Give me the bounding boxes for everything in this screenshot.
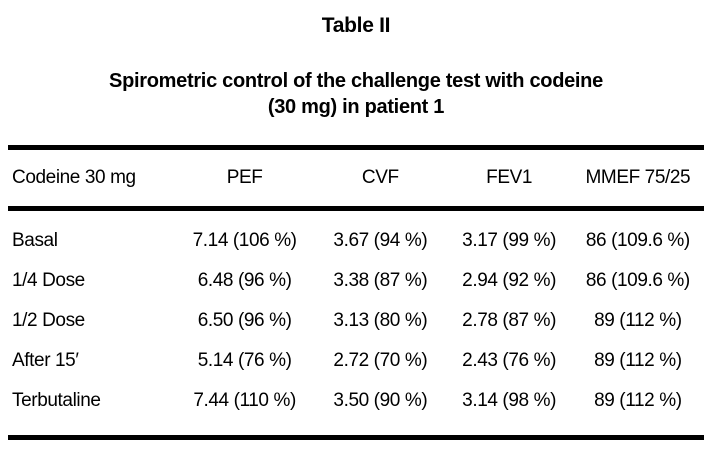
table-row-quarter-dose: 1/4 Dose 6.48 (96 %) 3.38 (87 %) 2.94 (9… [8, 261, 704, 301]
value-cell-mmef: 89 (112 %) [594, 309, 682, 331]
table-caption: Spirometric control of the challenge tes… [0, 68, 712, 121]
value-cell-cvf: 3.50 (90 %) [333, 389, 428, 411]
row-label-cell: After 15′ [12, 349, 79, 371]
value-cell-pef: 6.50 (96 %) [197, 309, 292, 331]
value-cell-fev1: 2.94 (92 %) [462, 269, 556, 291]
value-cell-cvf: 3.13 (80 %) [333, 309, 428, 331]
value-cell-fev1: 3.14 (98 %) [462, 389, 556, 411]
value-cell-fev1: 2.78 (87 %) [462, 309, 556, 331]
column-header-cvf: CVF [314, 147, 447, 211]
value-cell-mmef: 86 (109.6 %) [585, 229, 690, 251]
row-label-cell: 1/4 Dose [12, 269, 85, 291]
table-row-half-dose: 1/2 Dose 6.50 (96 %) 3.13 (80 %) 2.78 (8… [8, 301, 704, 341]
value-cell-fev1: 2.43 (76 %) [462, 349, 556, 371]
value-cell-fev1: 3.17 (99 %) [462, 229, 556, 251]
table-row-terbutaline: Terbutaline 7.44 (110 %) 3.50 (90 %) 3.1… [8, 381, 704, 438]
row-label-cell: 1/2 Dose [12, 309, 85, 331]
value-cell-pef: 5.14 (76 %) [197, 349, 292, 371]
column-header-fev1: FEV1 [446, 147, 572, 211]
row-label-cell: Basal [12, 229, 58, 251]
value-cell-mmef: 89 (112 %) [594, 349, 682, 371]
spirometry-table: Codeine 30 mg PEF CVF FEV1 MMEF 75/25 Ba… [8, 144, 704, 440]
value-cell-mmef: 89 (112 %) [594, 389, 682, 411]
row-label-cell: Terbutaline [12, 389, 101, 411]
column-header-codeine: Codeine 30 mg [8, 147, 176, 211]
table-row-basal: Basal 7.14 (106 %) 3.67 (94 %) 3.17 (99 … [8, 208, 704, 261]
value-cell-pef: 7.44 (110 %) [193, 389, 296, 411]
value-cell-pef: 6.48 (96 %) [197, 269, 292, 291]
table-number-title: Table II [321, 14, 391, 37]
table-header-row: Codeine 30 mg PEF CVF FEV1 MMEF 75/25 [8, 147, 704, 211]
table-row-after-15: After 15′ 5.14 (76 %) 2.72 (70 %) 2.43 (… [8, 341, 704, 381]
column-header-mmef: MMEF 75/25 [571, 147, 704, 211]
value-cell-cvf: 3.38 (87 %) [333, 269, 428, 291]
value-cell-cvf: 3.67 (94 %) [333, 229, 428, 251]
column-header-pef: PEF [175, 147, 315, 211]
table-caption-line-1: Spirometric control of the challenge tes… [109, 70, 603, 92]
table-caption-line-2: (30 mg) in patient 1 [267, 96, 445, 119]
value-cell-cvf: 2.72 (70 %) [333, 349, 428, 371]
value-cell-mmef: 86 (109.6 %) [585, 269, 690, 291]
value-cell-pef: 7.14 (106 %) [192, 229, 297, 251]
